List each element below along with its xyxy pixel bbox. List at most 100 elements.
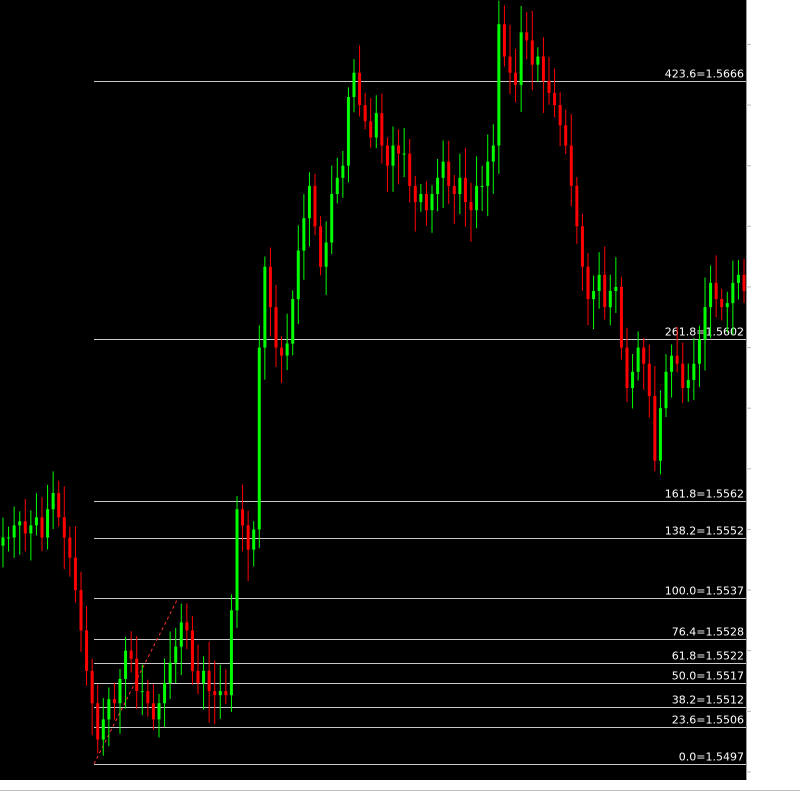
candle-body	[129, 650, 133, 659]
fib-level-label: 38.2=1.5512	[672, 694, 744, 707]
candle-body	[135, 658, 139, 692]
fib-levels: 423.6=1.5666261.8=1.5602161.8=1.5562138.…	[94, 68, 746, 765]
candle-body	[580, 226, 584, 267]
candle-body	[40, 517, 44, 538]
candle-body	[486, 161, 490, 186]
candle-body	[397, 145, 401, 154]
candle-body	[385, 145, 389, 166]
candle-body	[720, 299, 724, 308]
candle-body	[90, 670, 94, 704]
price-tick-label: 1.5645	[754, 160, 793, 173]
candle-body	[681, 363, 685, 388]
fib-level-label: 23.6=1.5506	[672, 714, 744, 727]
candle-body	[653, 396, 657, 461]
candle-body	[709, 282, 713, 308]
candle-body	[519, 32, 523, 85]
plot-area	[0, 0, 746, 780]
candle-body	[436, 177, 440, 194]
candle-body	[642, 347, 646, 364]
candle-body	[458, 177, 462, 194]
fib-level-label: 138.2=1.5552	[665, 525, 744, 538]
price-tick-label: 1.5615	[754, 281, 793, 294]
candle-body	[603, 274, 607, 308]
candle-body	[280, 347, 284, 356]
candle-body	[196, 670, 200, 684]
candle-body	[23, 521, 27, 534]
candle-body	[631, 371, 635, 388]
candle-body	[146, 691, 150, 704]
candle-body	[597, 274, 601, 291]
candle-body	[391, 145, 395, 166]
candle-body	[731, 282, 735, 304]
candle-body	[107, 699, 111, 720]
candle-body	[190, 630, 194, 671]
candle-body	[569, 145, 573, 186]
candle-body	[346, 96, 350, 166]
candle-body	[592, 290, 596, 300]
candle-body	[502, 24, 506, 57]
candle-body	[324, 242, 328, 267]
fib-level-label: 100.0=1.5537	[665, 585, 744, 598]
candle-body	[263, 266, 267, 348]
fib-level-label: 50.0=1.5517	[672, 670, 744, 683]
candle-body	[480, 185, 484, 187]
candle-body	[174, 646, 178, 663]
candle-body	[179, 622, 183, 647]
candle-body	[497, 24, 501, 146]
candle-body	[369, 121, 373, 138]
candle-body	[424, 193, 428, 211]
candle-body	[363, 105, 367, 122]
candle-body	[491, 145, 495, 162]
candle-body	[313, 185, 317, 227]
candle-body	[352, 72, 356, 97]
candle-body	[46, 509, 50, 538]
candle-body	[341, 165, 345, 178]
candle-body	[12, 525, 16, 538]
fib-level-label: 423.6=1.5666	[665, 68, 744, 81]
price-tick-label: 1.5495	[754, 766, 793, 779]
candle-body	[57, 493, 61, 518]
candle-body	[335, 177, 339, 194]
candle-body	[358, 72, 362, 106]
price-tick-label: 1.5660	[754, 99, 793, 112]
price-tick-label: 1.5585	[754, 402, 793, 415]
candle-body	[447, 161, 451, 186]
candle-body	[85, 630, 89, 671]
candle-body	[185, 622, 189, 631]
candle-body	[525, 32, 529, 41]
candle-body	[441, 161, 445, 178]
candle-body	[229, 610, 233, 696]
fib-level-label: 76.4=1.5528	[672, 626, 744, 639]
candle-body	[575, 185, 579, 227]
candle-body	[402, 153, 406, 155]
candle-body	[202, 670, 206, 684]
candle-body	[151, 703, 155, 720]
candle-body	[703, 307, 707, 340]
fib-level-label: 61.8=1.5522	[672, 650, 744, 663]
candle-body	[246, 525, 250, 550]
candle-body	[34, 517, 38, 526]
candle-body	[268, 266, 272, 308]
candle-body	[374, 113, 378, 138]
candle-body	[686, 379, 690, 388]
candle-body	[73, 557, 77, 591]
candle-body	[408, 153, 412, 186]
candle-body	[670, 355, 674, 372]
fib-level-label: 161.8=1.5562	[665, 488, 744, 501]
candle-body	[508, 56, 512, 73]
candle-body	[319, 226, 323, 267]
candle-body	[419, 193, 423, 203]
candle-body	[619, 286, 623, 348]
candle-body	[647, 363, 651, 397]
candle-body	[725, 303, 729, 308]
candle-body	[101, 719, 105, 740]
candle-body	[29, 525, 33, 534]
candle-body	[469, 202, 473, 211]
candle-body	[213, 691, 217, 696]
candle-body	[736, 274, 740, 283]
candle-body	[614, 286, 618, 291]
candle-body	[536, 56, 540, 65]
candle-body	[692, 363, 696, 380]
candle-body	[62, 517, 66, 538]
